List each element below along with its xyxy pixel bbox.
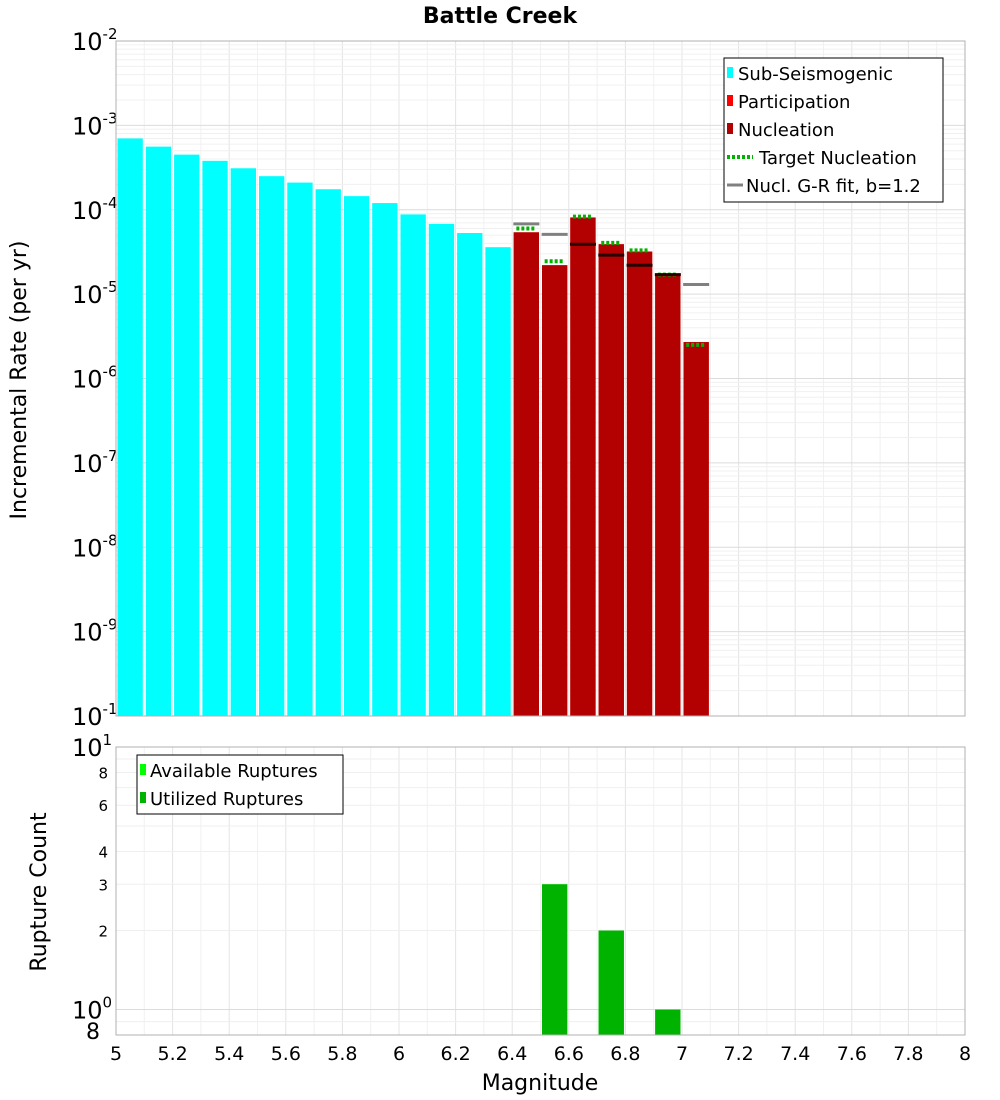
x-tick-label: 7.4 <box>780 1043 810 1065</box>
nucleation-bar <box>655 273 681 716</box>
x-tick-label: 7.2 <box>723 1043 753 1065</box>
top-y-tick-label: 10-6 <box>72 363 118 394</box>
sub-seismogenic-bar <box>372 203 398 716</box>
top-y-tick-label: 10-7 <box>72 447 118 478</box>
top-y-tick-label: 10-2 <box>72 25 118 56</box>
x-tick-label: 6.2 <box>440 1043 470 1065</box>
bottom-y-minor-tick-label: 4 <box>98 843 108 861</box>
sub-seismogenic-bar <box>485 247 511 716</box>
sub-seismogenic-bar <box>315 189 341 717</box>
bottom-y-major-tick-label: 101 <box>72 731 112 762</box>
sub-seismogenic-bar <box>400 214 426 717</box>
legend-label-nucleation: Nucleation <box>738 120 834 141</box>
nucleation-bar <box>683 342 709 716</box>
nucleation-bar <box>570 217 596 717</box>
top-y-tick-label: 10-3 <box>72 109 118 140</box>
x-tick-label: 6.4 <box>497 1043 527 1065</box>
legend-label-gr-fit: Nucl. G-R fit, b=1.2 <box>746 176 921 197</box>
sub-seismogenic-bar <box>174 154 200 716</box>
bottom-y-minor-tick-label: 3 <box>98 876 108 894</box>
utilized-ruptures-bar <box>655 1009 681 1035</box>
top-y-tick-label: 10-10 <box>72 700 127 731</box>
sub-seismogenic-bar <box>343 196 370 716</box>
legend-label-available-ruptures: Available Ruptures <box>150 761 318 782</box>
bottom-y-axis-label: Rupture Count <box>27 812 52 972</box>
x-tick-label: 7 <box>676 1043 688 1065</box>
legend-label-target-nucleation: Target Nucleation <box>758 148 917 169</box>
top-plot-frame <box>115 40 966 717</box>
bottom-plot-frame <box>115 746 966 1036</box>
nucleation-bar <box>598 244 624 717</box>
top-legend: Sub-Seismogenic Participation Nucleation… <box>723 57 944 203</box>
top-y-tick-label: 10-5 <box>72 278 118 309</box>
x-tick-label: 5 <box>110 1043 122 1065</box>
bottom-y-minor-tick-label: 2 <box>98 923 108 941</box>
x-tick-label: 7.8 <box>893 1043 923 1065</box>
sub-seismogenic-bar <box>287 182 313 716</box>
bottom-y-major-tick-label: 100 <box>72 994 112 1025</box>
legend-swatch-nucleation <box>727 123 733 134</box>
sub-seismogenic-bar <box>230 168 256 716</box>
bottom-y-minor-tick-label: 8 <box>98 764 108 782</box>
nucleation-bar <box>542 265 568 716</box>
legend-label-participation: Participation <box>738 92 850 113</box>
x-tick-label: 5.8 <box>327 1043 357 1065</box>
top-y-axis-label: Incremental Rate (per yr) <box>7 241 32 520</box>
bottom-legend-box <box>136 754 344 815</box>
x-axis-label: Magnitude <box>482 1071 599 1096</box>
top-y-tick-label: 10-9 <box>72 616 118 647</box>
sub-seismogenic-bar <box>117 138 143 717</box>
x-tick-label: 7.6 <box>837 1043 867 1065</box>
sub-seismogenic-bar <box>259 176 285 716</box>
top-y-tick-label: 10-8 <box>72 531 118 562</box>
x-tick-label: 5.4 <box>214 1043 244 1065</box>
legend-label-utilized-ruptures: Utilized Ruptures <box>150 789 303 810</box>
x-tick-label: 8 <box>959 1043 971 1065</box>
x-tick-label: 5.6 <box>271 1043 301 1065</box>
sub-seismogenic-bar <box>428 223 455 716</box>
utilized-ruptures-bar <box>542 884 568 1035</box>
x-tick-label: 6.6 <box>554 1043 584 1065</box>
utilized-ruptures-bar <box>598 930 624 1035</box>
sub-seismogenic-bar <box>457 233 483 716</box>
legend-swatch-utilized-ruptures <box>140 792 146 803</box>
sub-seismogenic-bar <box>202 160 228 717</box>
x-tick-label: 6.8 <box>610 1043 640 1065</box>
nucleation-bar <box>626 251 653 716</box>
bottom-legend: Available Ruptures Utilized Ruptures <box>136 754 344 815</box>
sub-seismogenic-bar <box>145 146 172 716</box>
top-y-tick-label: 10-4 <box>72 194 118 225</box>
legend-swatch-available-ruptures <box>140 764 146 775</box>
nucleation-bar <box>513 232 539 716</box>
bottom-y-minor-tick-label: 6 <box>98 797 108 815</box>
bottom-y-minor-tick-label: 8 <box>86 1020 100 1045</box>
legend-label-sub-seismogenic: Sub-Seismogenic <box>738 64 893 85</box>
legend-swatch-participation <box>727 95 733 106</box>
chart-title: Battle Creek <box>423 4 579 29</box>
x-tick-label: 5.2 <box>157 1043 187 1065</box>
x-tick-label: 6 <box>393 1043 405 1065</box>
top-legend-box <box>723 57 944 203</box>
legend-swatch-sub-seismogenic <box>727 67 733 78</box>
